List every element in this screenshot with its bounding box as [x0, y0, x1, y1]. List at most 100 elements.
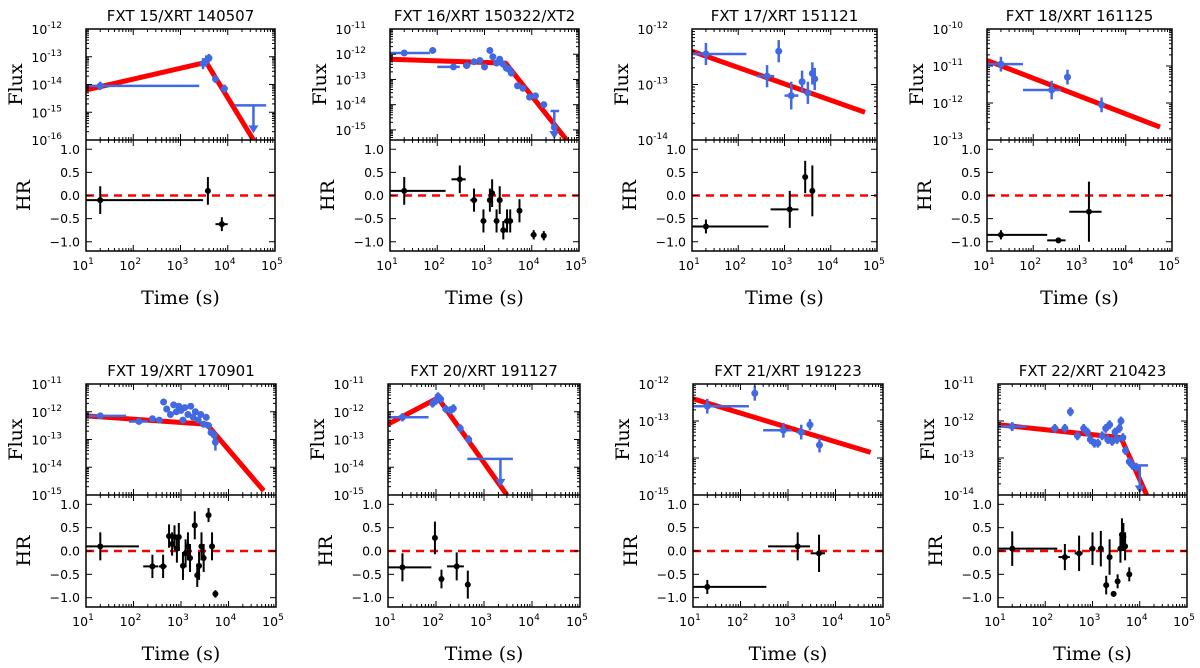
x-tick-label: 105: [1158, 257, 1180, 273]
hr-marker: [401, 187, 408, 194]
flux-marker: [400, 49, 408, 57]
hr-point: [212, 590, 219, 598]
flux-tick-label: 10-15: [333, 487, 364, 503]
flux-marker: [1051, 424, 1059, 432]
hr-marker: [179, 562, 186, 569]
flux-point: [1073, 431, 1081, 441]
flux-marker: [481, 63, 488, 71]
hr-point: [209, 532, 216, 561]
flux-marker: [135, 417, 143, 425]
flux-marker: [496, 55, 504, 63]
flux-point: [163, 405, 171, 413]
hr-tick-label: −0.5: [656, 211, 686, 226]
hr-plot-area: [390, 165, 579, 241]
flux-marker: [163, 405, 171, 413]
flux-tick-label: 10-16: [31, 132, 62, 148]
model-fit-line: [86, 413, 266, 493]
hr-point: [1097, 530, 1104, 567]
flux-marker: [1113, 436, 1121, 443]
hr-axis-label: HR: [13, 179, 35, 211]
flux-marker: [815, 441, 823, 449]
flux-marker: [449, 63, 457, 71]
flux-tick-label: 10-11: [943, 376, 974, 392]
flux-marker: [514, 82, 522, 90]
flux-marker: [1094, 439, 1102, 447]
flux-plot-area: [388, 392, 513, 495]
flux-point: [693, 398, 749, 414]
x-tick-label: 105: [869, 613, 891, 629]
hr-marker: [1097, 545, 1104, 552]
hr-tick-label: 1.0: [60, 497, 80, 512]
hr-marker: [786, 206, 793, 213]
hr-marker: [464, 581, 471, 588]
hr-marker: [1089, 545, 1096, 552]
flux-marker: [1117, 417, 1125, 425]
hr-axis-label: HR: [914, 179, 936, 211]
flux-marker: [1119, 434, 1127, 442]
hr-tick-label: −0.5: [354, 211, 384, 226]
flux-tick-label: 10-12: [638, 376, 669, 392]
hr-point: [540, 231, 547, 241]
flux-plot-area: [692, 40, 866, 115]
hr-point: [493, 209, 500, 233]
flux-marker: [775, 47, 783, 55]
hr-point: [692, 219, 769, 234]
down-arrow-icon: [495, 478, 506, 487]
flux-axis-label: Flux: [307, 418, 329, 460]
hr-point: [166, 524, 173, 548]
panel-6: FXT 20/XRT 191127 101 102 103 104 105 10-11 10-…: [307, 362, 588, 665]
flux-point: [751, 385, 759, 401]
hr-axis-label: HR: [619, 179, 641, 211]
hr-marker: [530, 231, 537, 238]
x-tick-label: 101: [374, 613, 396, 629]
flux-point: [202, 413, 210, 421]
flux-marker: [456, 424, 464, 432]
flux-tick-label: 10-12: [333, 404, 364, 420]
hr-marker: [500, 227, 507, 234]
hr-point: [196, 551, 203, 580]
hr-point: [191, 511, 198, 540]
flux-point: [1128, 460, 1136, 470]
hr-tick-label: 0.5: [60, 520, 80, 535]
hr-point: [464, 570, 471, 599]
flux-point: [166, 411, 174, 419]
hr-marker: [209, 543, 216, 550]
x-tick-label: 102: [724, 257, 746, 273]
flux-marker: [463, 62, 471, 70]
flux-marker: [703, 402, 711, 410]
hr-marker: [97, 543, 104, 550]
hr-axis-label: HR: [620, 535, 642, 567]
flux-tick-label: 10-14: [335, 97, 366, 113]
flux-tick-label: 10-13: [333, 432, 364, 448]
flux-axis-label: Flux: [309, 63, 331, 105]
flux-point: [462, 62, 471, 70]
flux-point: [1022, 80, 1062, 100]
flux-tick-label: 10-10: [932, 21, 963, 37]
flux-upper-limit: [549, 109, 560, 139]
hr-marker: [187, 555, 194, 561]
hr-point: [530, 230, 537, 240]
flux-point: [1115, 423, 1123, 433]
flux-marker: [804, 89, 812, 97]
flux-marker: [184, 411, 192, 419]
flux-tick-label: 10-12: [943, 413, 974, 429]
flux-point: [806, 419, 814, 431]
hr-marker: [802, 174, 809, 180]
flux-marker: [519, 84, 527, 92]
flux-marker: [489, 53, 497, 61]
model-fit-line: [987, 58, 1161, 130]
flux-marker: [997, 60, 1005, 68]
hr-point: [496, 186, 503, 214]
hr-tick-label: −0.5: [50, 211, 80, 226]
hr-marker: [1126, 571, 1133, 578]
hr-marker: [97, 197, 104, 204]
hr-marker: [456, 176, 463, 183]
x-tick-label: 103: [1066, 257, 1088, 273]
flux-tick-label: 10-12: [637, 21, 668, 37]
flux-point: [1102, 423, 1110, 433]
hr-tick-label: −0.5: [657, 567, 687, 582]
x-tick-label: 103: [471, 257, 493, 273]
flux-point: [437, 395, 445, 404]
hr-tick-label: 0.0: [666, 188, 686, 203]
